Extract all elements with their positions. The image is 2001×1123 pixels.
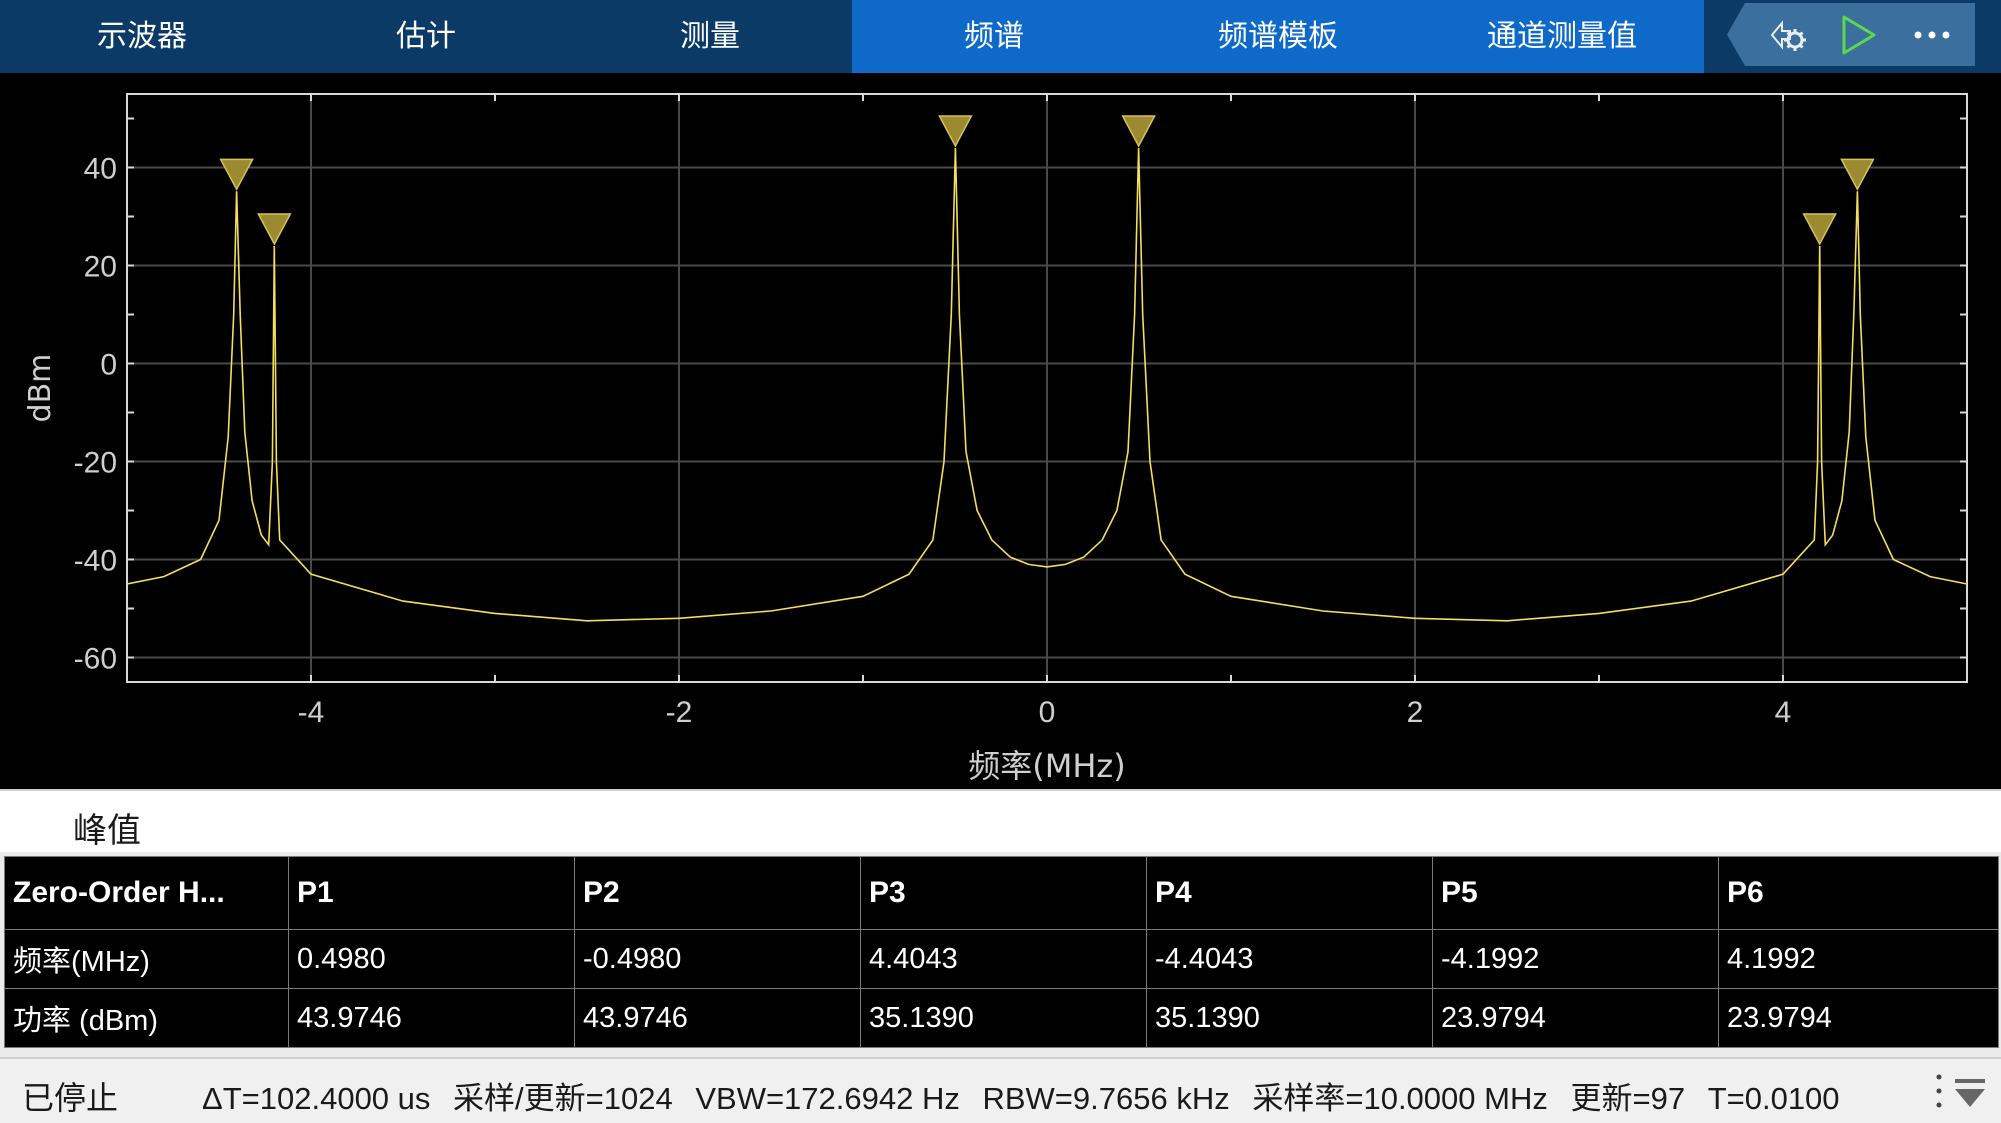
table-cell: 0.4980 <box>288 929 575 989</box>
tab-measure[interactable]: 测量 <box>680 19 740 54</box>
table-cell: 43.9746 <box>574 988 861 1048</box>
readout-sample-rate: 采样率=10.0000 MHz <box>1252 1081 1548 1116</box>
simulation-state: 已停止 <box>22 1080 119 1116</box>
table-cell: 4.1992 <box>1718 929 1999 989</box>
table-cell: -4.1992 <box>1432 929 1719 989</box>
table-row-frequency: 频率(MHz) 0.4980 -0.4980 4.4043 -4.4043 -4… <box>4 929 1999 989</box>
peak-marker[interactable] <box>938 115 973 148</box>
spectrum-plot-panel: -4 -2 0 2 4 40 20 0 -20 -40 -60 频率(MHz) dBm <box>0 73 2001 789</box>
peaks-panel-header: 峰值 <box>0 789 2001 852</box>
y-tick-label: -40 <box>74 545 117 578</box>
column-header-p2[interactable]: P2 <box>574 856 861 930</box>
table-header-row: Zero-Order H... P1 P2 P3 P4 P5 P6 <box>4 856 1999 930</box>
column-header-p5[interactable]: P5 <box>1432 856 1719 930</box>
tab-channel-measurements[interactable]: 通道测量值 <box>1420 0 1704 73</box>
x-axis-label: 频率(MHz) <box>968 747 1125 785</box>
more-options-icon[interactable] <box>1905 9 1959 61</box>
column-header-p4[interactable]: P4 <box>1146 856 1433 930</box>
table-cell: 35.1390 <box>1146 988 1433 1048</box>
row-label-power: 功率 (dBm) <box>4 988 289 1048</box>
table-cell: 23.9794 <box>1432 988 1719 1048</box>
column-header-p6[interactable]: P6 <box>1718 856 1999 930</box>
x-tick-label: 2 <box>1407 696 1424 729</box>
y-tick-label: 0 <box>100 349 117 382</box>
readout-samples-per-update: 采样/更新=1024 <box>453 1081 673 1116</box>
peak-marker[interactable] <box>257 213 292 246</box>
x-tick-label: 0 <box>1039 696 1056 729</box>
y-axis-label: dBm <box>23 354 58 423</box>
row-label-frequency: 频率(MHz) <box>4 929 289 989</box>
tab-spectral-mask[interactable]: 频谱模板 <box>1136 0 1420 73</box>
readout-time: T=0.0100 <box>1707 1081 1840 1116</box>
y-tick-label: -60 <box>74 643 117 676</box>
table-cell: 23.9794 <box>1718 988 1999 1048</box>
x-tick-label: -2 <box>666 696 693 729</box>
peaks-title: 峰值 <box>73 811 141 851</box>
column-header-p1[interactable]: P1 <box>288 856 575 930</box>
table-cell: 35.1390 <box>860 988 1147 1048</box>
peak-marker[interactable] <box>1840 158 1875 191</box>
readout-vbw: VBW=172.6942 Hz <box>695 1081 960 1116</box>
x-tick-label: 4 <box>1775 696 1792 729</box>
channel-name-header[interactable]: Zero-Order H... <box>4 856 289 930</box>
y-tick-label: 40 <box>84 153 117 186</box>
readout-updates: 更新=97 <box>1570 1081 1686 1116</box>
status-readouts: ΔT=102.4000 us 采样/更新=1024 VBW=172.6942 H… <box>202 1073 1854 1118</box>
status-bar-menu-icon[interactable] <box>1933 1069 1991 1115</box>
run-play-icon[interactable] <box>1831 9 1885 61</box>
table-cell: 43.9746 <box>288 988 575 1048</box>
y-tick-label: 20 <box>84 251 117 284</box>
x-tick-label: -4 <box>298 696 325 729</box>
tab-spectrum[interactable]: 频谱 <box>852 0 1136 73</box>
tab-scope[interactable]: 示波器 <box>97 19 187 54</box>
table-cell: 4.4043 <box>860 929 1147 989</box>
readout-rbw: RBW=9.7656 kHz <box>982 1081 1230 1116</box>
status-bar: 已停止 ΔT=102.4000 us 采样/更新=1024 VBW=172.69… <box>0 1057 2001 1123</box>
spectrum-trace <box>126 147 1968 622</box>
readout-delta-t: ΔT=102.4000 us <box>202 1081 431 1116</box>
table-row-power: 功率 (dBm) 43.9746 43.9746 35.1390 35.1390… <box>4 988 1999 1048</box>
y-tick-label: -20 <box>74 447 117 480</box>
tab-estimate[interactable]: 估计 <box>396 19 456 54</box>
quick-access-toolbar <box>1727 3 1975 66</box>
table-cell: -4.4043 <box>1146 929 1433 989</box>
tab-bar: 示波器 估计 测量 频谱 频谱模板 通道测量值 <box>0 0 2001 73</box>
settings-gear-icon[interactable] <box>1763 9 1817 61</box>
peaks-table: Zero-Order H... P1 P2 P3 P4 P5 P6 频率(MHz… <box>4 856 1999 1048</box>
table-cell: -0.4980 <box>574 929 861 989</box>
peak-marker[interactable] <box>219 158 254 191</box>
peak-marker[interactable] <box>1802 213 1837 246</box>
column-header-p3[interactable]: P3 <box>860 856 1147 930</box>
peak-marker[interactable] <box>1121 115 1156 148</box>
